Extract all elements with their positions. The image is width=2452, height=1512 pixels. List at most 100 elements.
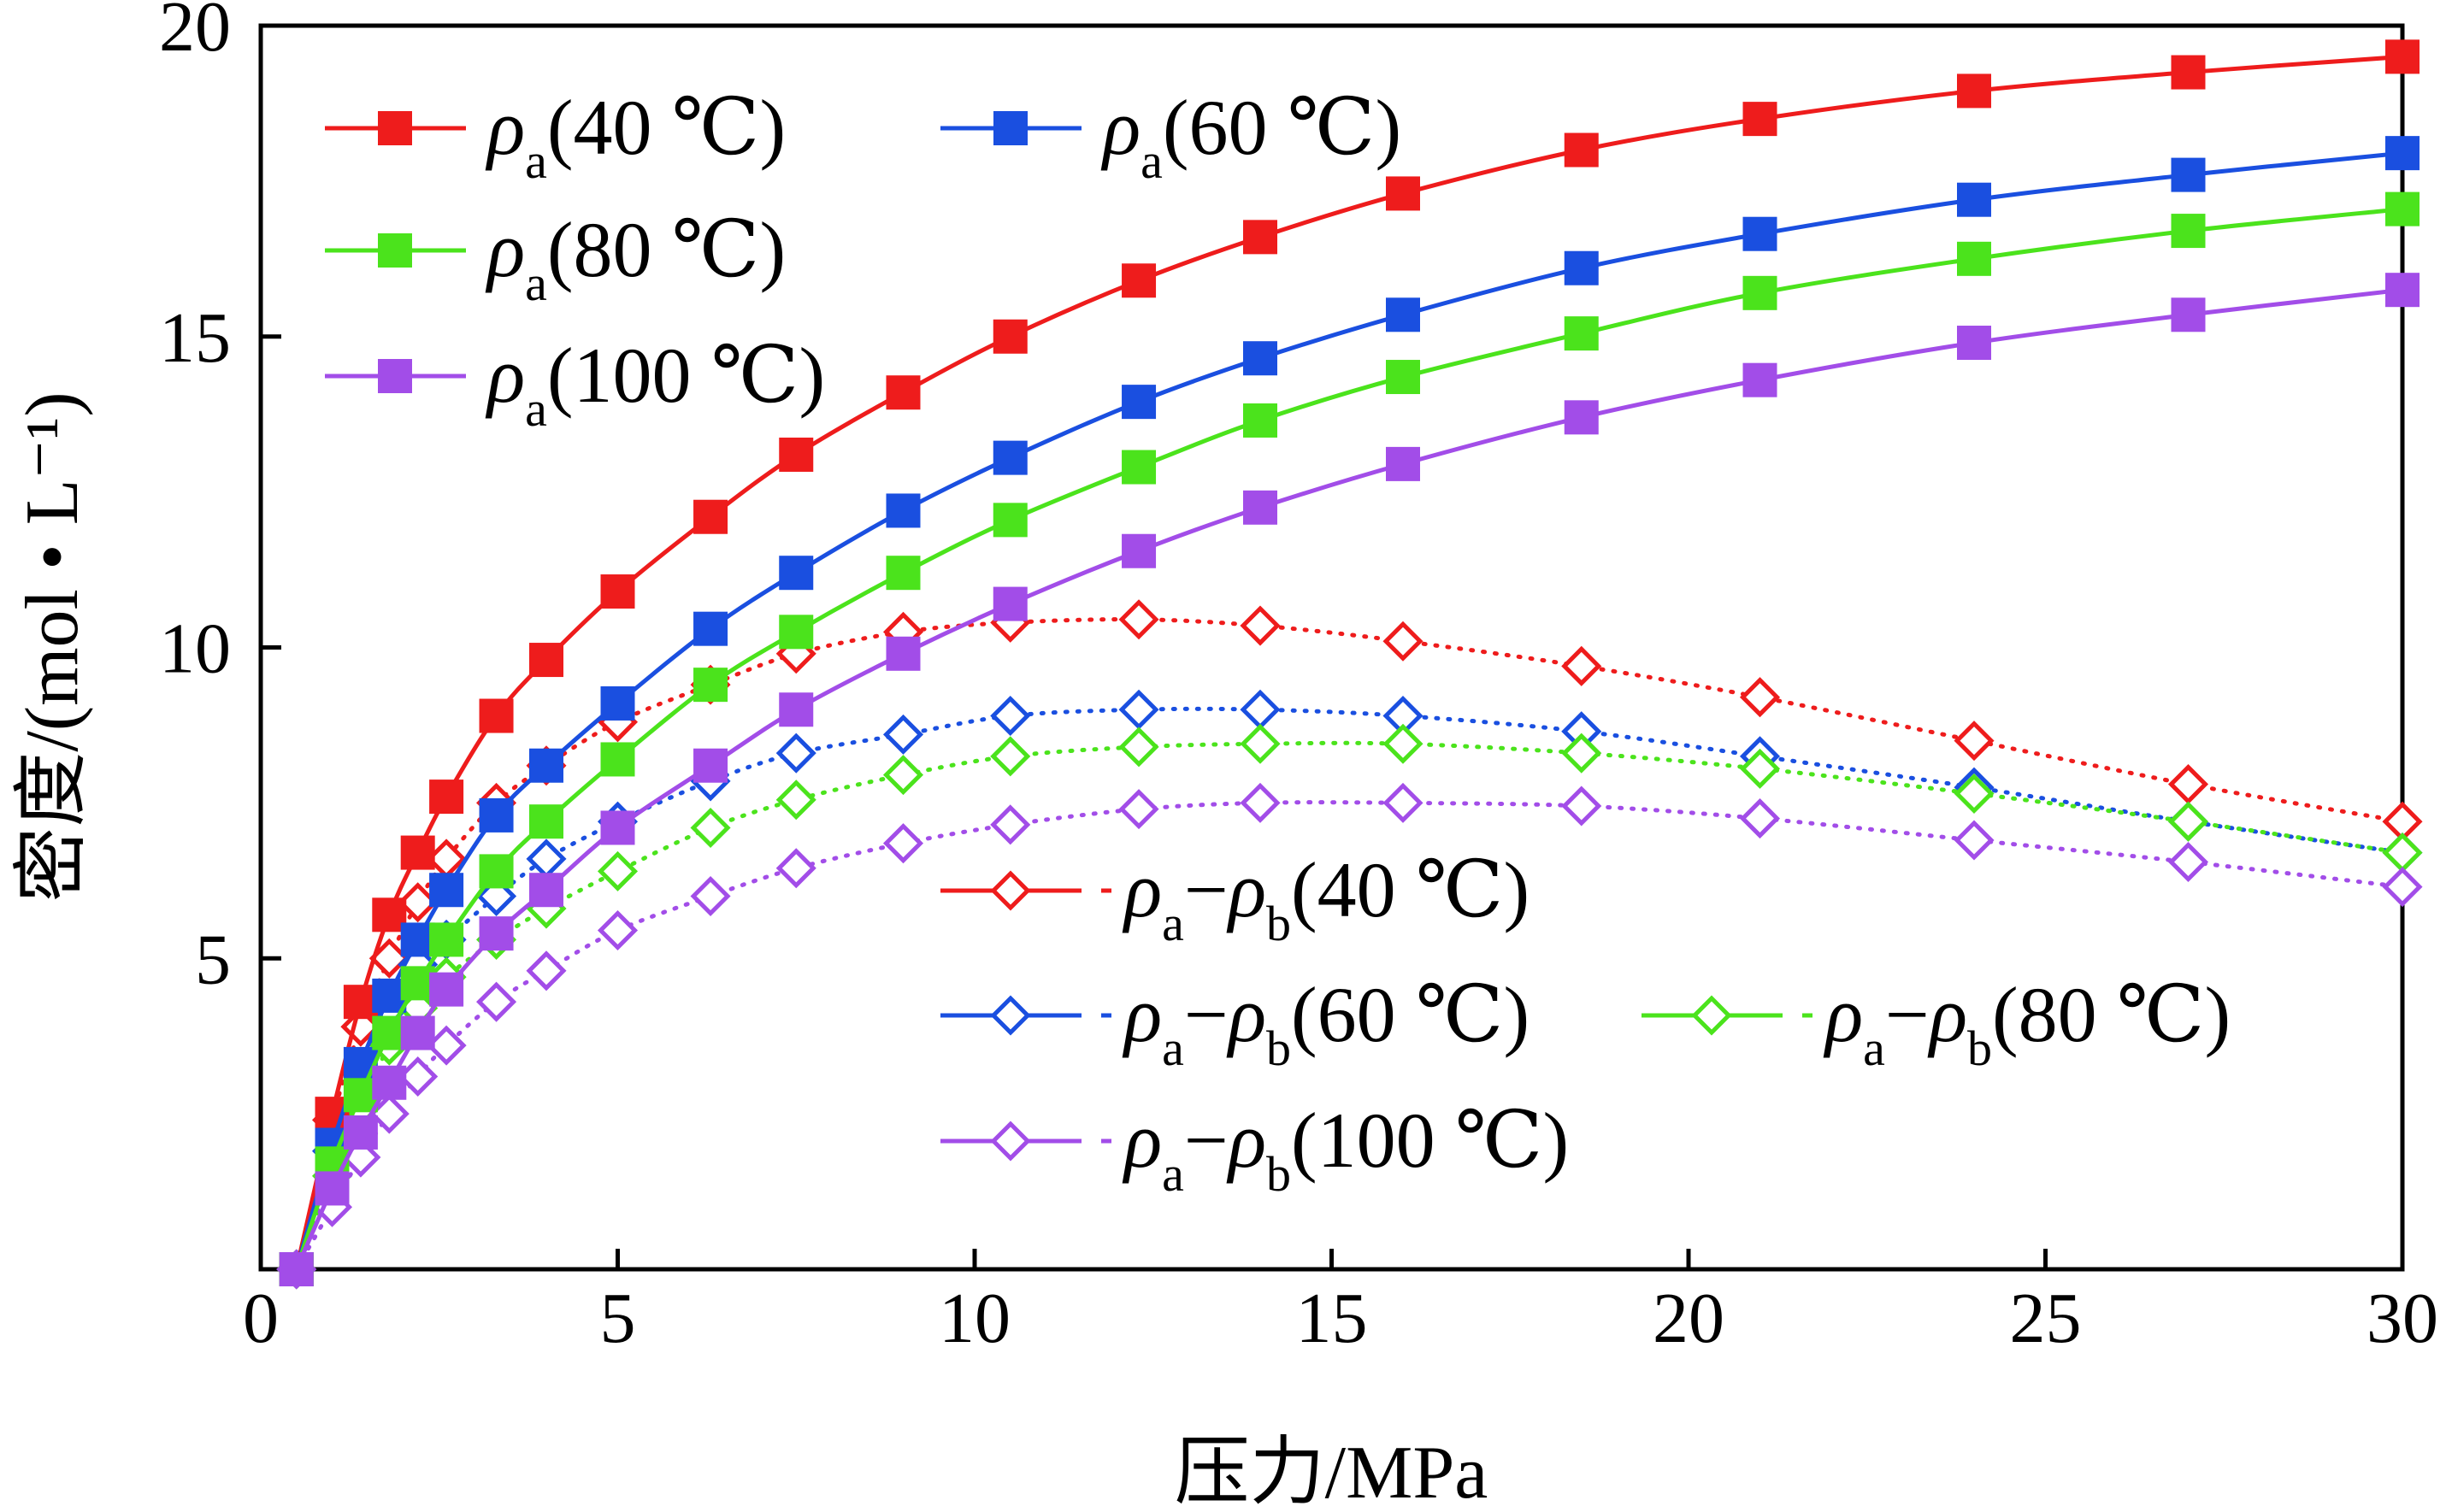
legend-label: ρa(60 ℃) <box>1100 84 1401 189</box>
data-point <box>1240 605 1281 646</box>
legend-item-4: ρa−ρb(40 ℃) <box>940 846 1530 951</box>
data-point <box>2171 157 2206 192</box>
data-point <box>690 807 731 849</box>
data-point <box>886 375 921 410</box>
data-point <box>2167 841 2209 883</box>
data-point <box>1742 275 1777 310</box>
data-point <box>372 1015 407 1050</box>
data-point <box>2385 136 2420 171</box>
data-point <box>2385 39 2420 74</box>
data-point <box>476 981 517 1022</box>
data-point <box>1954 721 1995 762</box>
data-point <box>993 586 1028 621</box>
data-point <box>1386 297 1420 332</box>
data-point <box>400 835 435 870</box>
data-point <box>1564 316 1599 351</box>
data-point <box>779 556 814 591</box>
data-point <box>429 922 464 957</box>
data-point <box>1739 677 1781 718</box>
data-point <box>2382 867 2423 908</box>
data-point <box>400 1015 435 1050</box>
data-point <box>479 854 514 889</box>
data-point <box>1957 74 1991 109</box>
data-point <box>2171 55 2206 90</box>
data-point <box>479 797 514 832</box>
data-point <box>693 499 728 534</box>
data-point <box>597 909 639 951</box>
y-tick-label: 5 <box>195 920 231 999</box>
legend-label: ρa(100 ℃) <box>485 332 825 437</box>
data-point <box>1122 385 1157 420</box>
legend-item-3: ρa(100 ℃) <box>325 332 825 437</box>
data-point <box>2385 191 2420 227</box>
data-point <box>1691 995 1732 1036</box>
data-point <box>1122 263 1157 298</box>
axis-ticks: 0 5 10 15 20 25 30 5 10 15 20 <box>159 0 2438 1358</box>
x-tick-label: 0 <box>243 1279 279 1358</box>
data-point <box>1240 782 1281 823</box>
x-tick-label: 20 <box>1653 1279 1724 1358</box>
data-point <box>279 1252 314 1286</box>
y-axis-title: 密度/(mol • L⁻¹) <box>11 391 94 902</box>
data-point <box>1564 250 1599 285</box>
series-line <box>294 800 2405 1272</box>
data-point <box>886 636 921 671</box>
legend-item-2: ρa(80 ℃) <box>325 206 786 311</box>
legend-item-7: ρa−ρb(100 ℃) <box>940 1097 1569 1202</box>
data-point <box>1561 785 1602 827</box>
data-point <box>2167 801 2209 842</box>
data-point <box>1564 132 1599 168</box>
data-point <box>690 875 731 917</box>
data-point <box>779 437 814 472</box>
legend-item-5: ρa−ρb(60 ℃) <box>940 971 1530 1076</box>
data-point <box>400 922 435 957</box>
x-tick-label: 15 <box>1296 1279 1368 1358</box>
data-point <box>1957 326 1991 361</box>
data-point <box>600 685 635 721</box>
series-0 <box>279 39 2420 1286</box>
data-point <box>993 503 1028 538</box>
data-point <box>400 966 435 1001</box>
data-point <box>378 233 412 268</box>
data-point <box>1243 341 1277 376</box>
data-point <box>600 742 635 777</box>
data-point <box>1739 798 1781 839</box>
data-point <box>1118 599 1159 640</box>
data-point <box>1957 182 1991 217</box>
data-point <box>343 1078 378 1113</box>
data-point <box>529 804 563 839</box>
data-point <box>1561 645 1602 686</box>
data-point <box>1561 732 1602 774</box>
data-point <box>1742 102 1777 137</box>
data-point <box>1382 782 1423 823</box>
x-tick-label: 30 <box>2367 1279 2438 1358</box>
data-point <box>1243 220 1277 255</box>
series-3 <box>279 273 2420 1286</box>
data-point <box>429 780 464 815</box>
data-point <box>1122 533 1157 568</box>
data-point <box>372 897 407 932</box>
data-point <box>1118 789 1159 830</box>
legend-label: ρa−ρb(100 ℃) <box>1122 1097 1569 1202</box>
data-point <box>993 111 1028 145</box>
data-point <box>1742 362 1777 397</box>
data-point <box>1739 748 1781 789</box>
data-point <box>775 732 816 774</box>
data-point <box>529 643 563 678</box>
legend-item-6: ρa−ρb(80 ℃) <box>1642 971 2231 1076</box>
data-point <box>1118 689 1159 730</box>
x-tick-label: 5 <box>600 1279 636 1358</box>
legend-label: ρa(80 ℃) <box>485 206 786 311</box>
data-point <box>529 748 563 783</box>
data-point <box>779 615 814 650</box>
data-point <box>990 804 1031 845</box>
data-point <box>1954 773 1995 814</box>
data-point <box>1118 727 1159 768</box>
data-point <box>1564 400 1599 435</box>
data-point <box>1957 241 1991 276</box>
legend: ρa(40 ℃) ρa(60 ℃) ρa(80 ℃) ρa(100 ℃) ρa−ρb(4… <box>325 84 2231 1202</box>
data-point <box>1382 621 1423 662</box>
legend-label: ρa−ρb(80 ℃) <box>1823 971 2231 1076</box>
data-point <box>343 1046 378 1081</box>
